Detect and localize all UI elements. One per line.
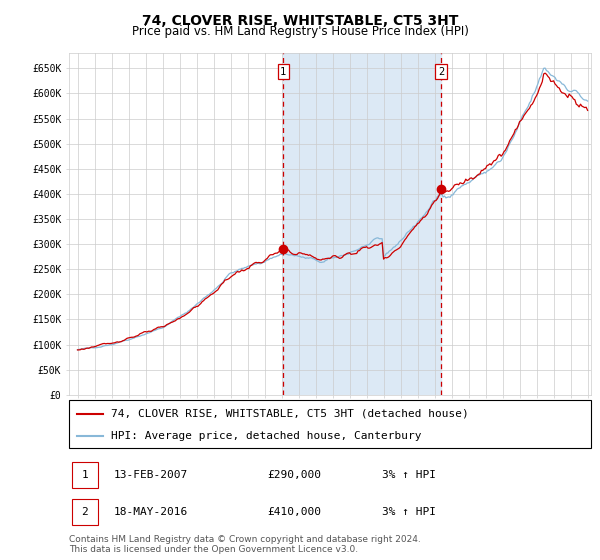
Text: £410,000: £410,000 bbox=[268, 507, 322, 517]
Text: 74, CLOVER RISE, WHITSTABLE, CT5 3HT: 74, CLOVER RISE, WHITSTABLE, CT5 3HT bbox=[142, 14, 458, 28]
Text: HPI: Average price, detached house, Canterbury: HPI: Average price, detached house, Cant… bbox=[111, 431, 421, 441]
Text: 13-FEB-2007: 13-FEB-2007 bbox=[113, 470, 188, 480]
Text: Contains HM Land Registry data © Crown copyright and database right 2024.
This d: Contains HM Land Registry data © Crown c… bbox=[69, 535, 421, 554]
Text: Price paid vs. HM Land Registry's House Price Index (HPI): Price paid vs. HM Land Registry's House … bbox=[131, 25, 469, 38]
FancyBboxPatch shape bbox=[71, 498, 98, 525]
Text: 3% ↑ HPI: 3% ↑ HPI bbox=[382, 470, 436, 480]
Text: 18-MAY-2016: 18-MAY-2016 bbox=[113, 507, 188, 517]
Text: 2: 2 bbox=[81, 507, 88, 517]
Text: 74, CLOVER RISE, WHITSTABLE, CT5 3HT (detached house): 74, CLOVER RISE, WHITSTABLE, CT5 3HT (de… bbox=[111, 409, 469, 419]
Text: 1: 1 bbox=[280, 67, 286, 77]
Text: 2: 2 bbox=[438, 67, 444, 77]
Text: £290,000: £290,000 bbox=[268, 470, 322, 480]
Bar bbox=[283, 53, 441, 395]
FancyBboxPatch shape bbox=[71, 462, 98, 488]
Text: 3% ↑ HPI: 3% ↑ HPI bbox=[382, 507, 436, 517]
FancyBboxPatch shape bbox=[69, 400, 591, 448]
Text: 1: 1 bbox=[81, 470, 88, 480]
